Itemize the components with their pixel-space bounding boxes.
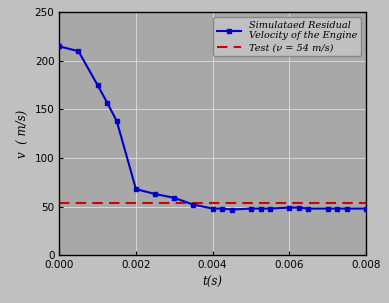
Simulataed Residual
Velocity of the Engine: [364, 207, 368, 210]
Simulataed Residual
Velocity of the Engine: [191, 203, 196, 206]
Simulataed Residual
Velocity of the Engine: [57, 45, 61, 48]
Simulataed Residual
Velocity of the Engine: [76, 49, 81, 53]
Simulataed Residual
Velocity of the Engine: [306, 207, 311, 210]
Simulataed Residual
Velocity of the Engine: [210, 207, 215, 210]
X-axis label: t(s): t(s): [203, 276, 223, 288]
Line: Simulataed Residual
Velocity of the Engine: Simulataed Residual Velocity of the Engi…: [57, 44, 368, 212]
Simulataed Residual
Velocity of the Engine: [114, 119, 119, 123]
Simulataed Residual
Velocity of the Engine: [268, 207, 272, 210]
Simulataed Residual
Velocity of the Engine: [220, 207, 224, 210]
Simulataed Residual
Velocity of the Engine: [105, 101, 110, 105]
Simulataed Residual
Velocity of the Engine: [95, 83, 100, 87]
Simulataed Residual
Velocity of the Engine: [344, 207, 349, 210]
Simulataed Residual
Velocity of the Engine: [325, 207, 330, 210]
Legend: Simulataed Residual
Velocity of the Engine, Test (ν = 54 m/s): Simulataed Residual Velocity of the Engi…: [213, 17, 361, 56]
Simulataed Residual
Velocity of the Engine: [153, 192, 158, 196]
Simulataed Residual
Velocity of the Engine: [230, 208, 234, 211]
Y-axis label: v  ( m/s): v ( m/s): [16, 110, 29, 158]
Simulataed Residual
Velocity of the Engine: [335, 207, 340, 210]
Simulataed Residual
Velocity of the Engine: [172, 196, 177, 200]
Simulataed Residual
Velocity of the Engine: [296, 206, 301, 209]
Simulataed Residual
Velocity of the Engine: [287, 206, 292, 209]
Simulataed Residual
Velocity of the Engine: [249, 207, 253, 210]
Simulataed Residual
Velocity of the Engine: [133, 187, 138, 191]
Simulataed Residual
Velocity of the Engine: [258, 207, 263, 210]
